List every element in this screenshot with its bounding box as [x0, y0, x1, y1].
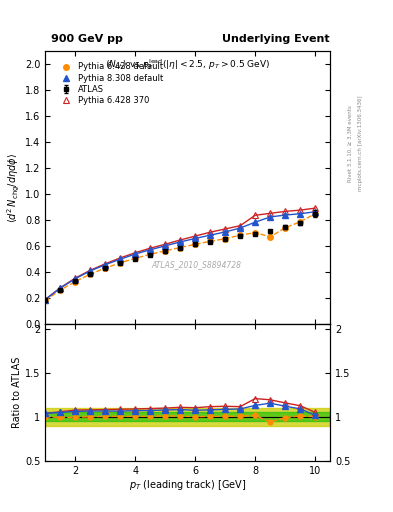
- Pythia 8.308 default: [253, 219, 257, 225]
- Pythia 8.308 default: [223, 229, 228, 235]
- Line: Pythia 6.428 default: Pythia 6.428 default: [42, 211, 318, 303]
- Pythia 6.428 default: [298, 219, 303, 225]
- Pythia 6.428 default: [193, 241, 198, 247]
- Pythia 8.308 default: [283, 212, 288, 218]
- Pythia 6.428 default: [283, 225, 288, 231]
- Text: 900 GeV pp: 900 GeV pp: [51, 33, 123, 44]
- X-axis label: $p_T$ (leading track) [GeV]: $p_T$ (leading track) [GeV]: [129, 478, 246, 493]
- Y-axis label: $\langle d^2\,N_{\rm chg}/d\eta d\phi\rangle$: $\langle d^2\,N_{\rm chg}/d\eta d\phi\ra…: [6, 153, 22, 223]
- Pythia 6.428 default: [238, 232, 242, 238]
- Pythia 8.308 default: [58, 285, 62, 291]
- Pythia 8.308 default: [73, 275, 77, 282]
- Pythia 6.428 default: [103, 265, 108, 271]
- Pythia 8.308 default: [118, 256, 123, 262]
- Pythia 8.308 default: [313, 209, 318, 215]
- Text: $\langle N_{ch}\rangle$ vs $p_T^{\rm lead}$($|\eta|<2.5,\,p_T>0.5$ GeV): $\langle N_{ch}\rangle$ vs $p_T^{\rm lea…: [105, 57, 270, 72]
- Text: Rivet 3.1.10, ≥ 3.3M events: Rivet 3.1.10, ≥ 3.3M events: [348, 105, 353, 182]
- Pythia 6.428 default: [253, 229, 257, 236]
- Pythia 8.308 default: [103, 262, 108, 268]
- Pythia 8.308 default: [88, 268, 92, 274]
- Legend: Pythia 6.428 default, Pythia 8.308 default, ATLAS, Pythia 6.428 370: Pythia 6.428 default, Pythia 8.308 defau…: [55, 61, 165, 106]
- Pythia 6.428 default: [58, 287, 62, 293]
- Y-axis label: Ratio to ATLAS: Ratio to ATLAS: [12, 357, 22, 428]
- Text: ATLAS_2010_S8894728: ATLAS_2010_S8894728: [151, 260, 241, 269]
- Text: mcplots.cern.ch [arXiv:1306.3436]: mcplots.cern.ch [arXiv:1306.3436]: [358, 96, 363, 191]
- Pythia 8.308 default: [208, 232, 213, 238]
- Pythia 8.308 default: [133, 251, 138, 257]
- Pythia 6.428 default: [73, 279, 77, 285]
- Pythia 6.428 default: [268, 234, 272, 240]
- Pythia 8.308 default: [178, 239, 182, 245]
- Pythia 8.308 default: [193, 236, 198, 242]
- Pythia 6.428 default: [43, 297, 48, 304]
- Pythia 6.428 default: [133, 255, 138, 262]
- Pythia 8.308 default: [298, 210, 303, 217]
- Pythia 8.308 default: [268, 214, 272, 220]
- Pythia 6.428 default: [208, 238, 213, 244]
- Pythia 6.428 default: [118, 260, 123, 266]
- Pythia 6.428 default: [163, 248, 167, 254]
- Pythia 6.428 default: [313, 210, 318, 217]
- Pythia 8.308 default: [163, 243, 167, 249]
- Pythia 6.428 default: [148, 251, 152, 258]
- Line: Pythia 8.308 default: Pythia 8.308 default: [42, 209, 318, 303]
- Pythia 6.428 default: [178, 244, 182, 250]
- Pythia 6.428 default: [88, 271, 92, 278]
- Text: Underlying Event: Underlying Event: [222, 33, 330, 44]
- Pythia 8.308 default: [148, 247, 152, 253]
- Pythia 6.428 default: [223, 236, 228, 242]
- Pythia 8.308 default: [43, 296, 48, 303]
- Pythia 8.308 default: [238, 225, 242, 231]
